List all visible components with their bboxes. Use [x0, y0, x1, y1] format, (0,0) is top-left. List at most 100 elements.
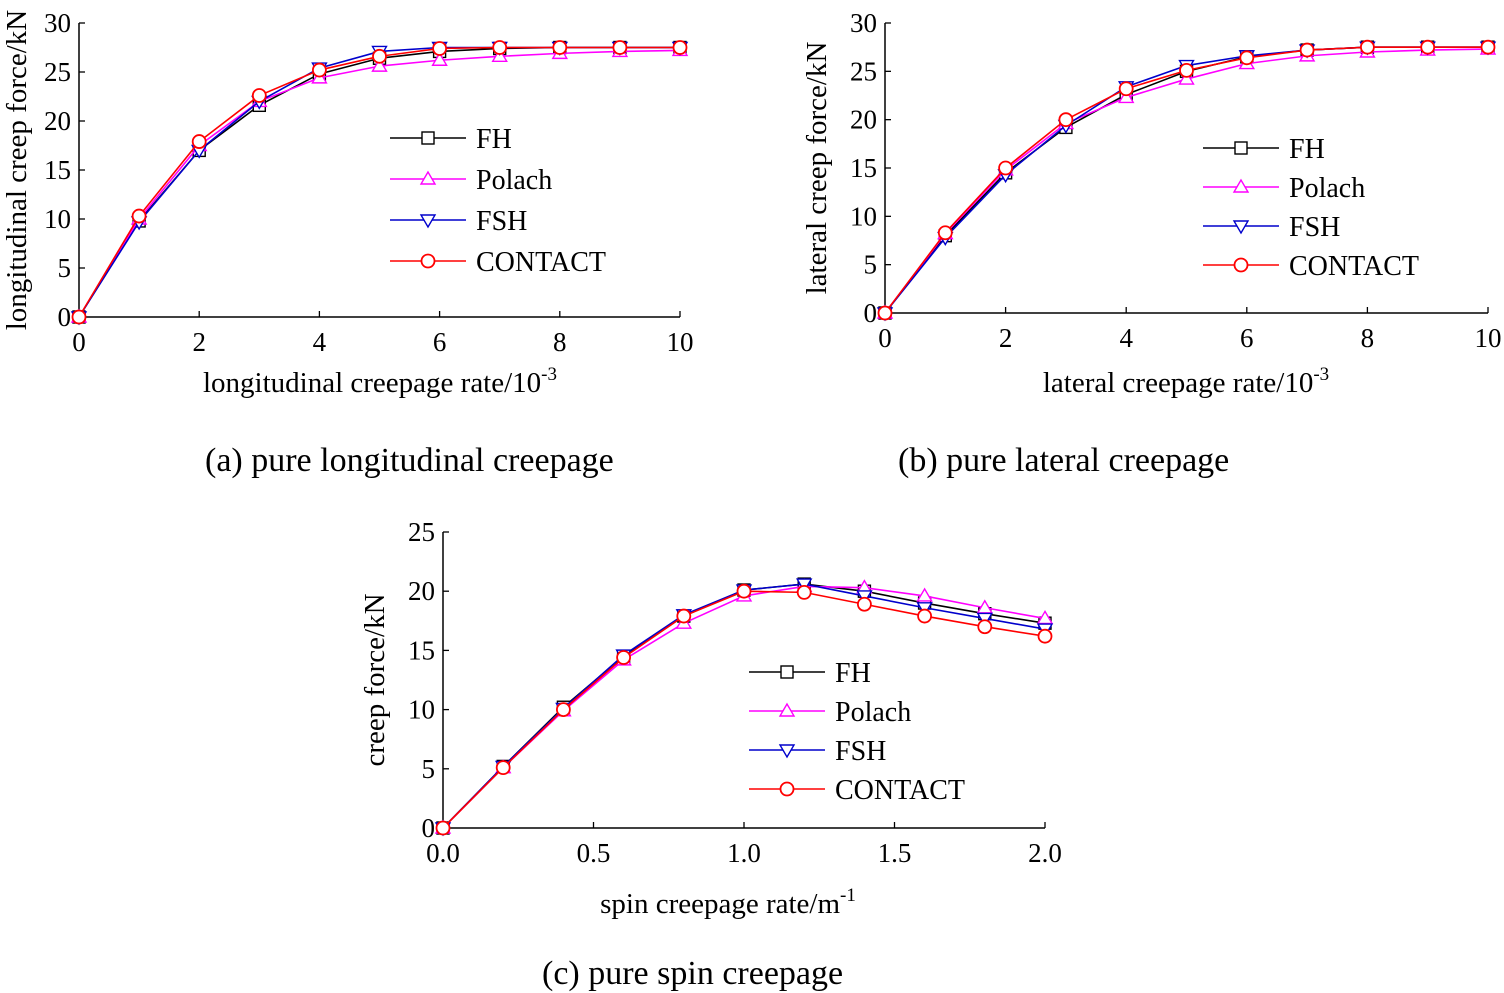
legend-item-fh: FH — [390, 124, 512, 155]
data-point — [1179, 62, 1194, 78]
legend-marker — [1234, 141, 1248, 155]
x-axis-label-exponent: -3 — [1313, 364, 1329, 385]
data-point — [1299, 42, 1315, 58]
data-point — [1239, 50, 1255, 66]
y-tick-label: 5 — [864, 250, 878, 280]
caption-a: (a) pure longitudinal creepage — [205, 442, 614, 479]
x-tick-label: 1.0 — [727, 838, 761, 868]
x-tick-label: 0.5 — [577, 838, 611, 868]
x-tick-label: 2 — [192, 327, 206, 357]
y-tick-label: 20 — [850, 105, 877, 135]
data-point — [1117, 89, 1135, 104]
x-tick-label: 6 — [433, 327, 447, 357]
y-tick-label: 0 — [58, 302, 72, 332]
legend-marker — [421, 131, 435, 145]
data-point — [736, 583, 752, 599]
y-tick-label: 5 — [58, 253, 72, 283]
data-point — [371, 57, 388, 72]
data-point — [552, 40, 568, 55]
series-contact — [877, 39, 1496, 321]
x-tick-label: 8 — [553, 327, 567, 357]
x-tick-label: 2 — [999, 323, 1013, 353]
legend-label: FH — [476, 124, 512, 155]
x-axis-label-exponent: -3 — [541, 364, 557, 385]
legend-item-contact: CONTACT — [749, 775, 965, 806]
data-point — [1178, 70, 1195, 85]
legend-label: FH — [835, 658, 871, 689]
data-point — [251, 88, 267, 103]
chart-1: 0 2 4 6 8 10 0 5 10 15 20 25 30 lateral creep force/k… — [801, 8, 1502, 399]
legend-label: Polach — [835, 697, 911, 728]
data-point — [71, 309, 87, 325]
legend-marker — [780, 665, 794, 679]
x-tick-label: 10 — [1475, 323, 1502, 353]
legend-item-fh: FH — [749, 658, 871, 689]
data-point — [977, 619, 993, 635]
y-tick-label: 0 — [864, 298, 878, 328]
legend-marker — [1233, 257, 1249, 273]
data-point — [937, 225, 953, 241]
legend-item-polach: Polach — [749, 697, 911, 728]
series-contact — [435, 583, 1053, 836]
y-tick-label: 25 — [408, 517, 435, 547]
data-point — [1118, 81, 1134, 97]
x-axis-label-text: longitudinal creepage rate/10 — [203, 367, 541, 399]
y-tick-label: 10 — [850, 201, 877, 231]
x-tick-label: 0.0 — [426, 838, 460, 868]
x-tick-label: 10 — [667, 327, 694, 357]
legend-item-fsh: FSH — [1203, 212, 1340, 243]
x-tick-label: 4 — [313, 327, 327, 357]
y-axis-label: creep force/kN — [359, 593, 391, 766]
y-tick-label: 20 — [408, 576, 435, 606]
legend-marker — [1232, 178, 1250, 193]
x-tick-label: 0 — [72, 327, 86, 357]
y-tick-label: 0 — [422, 813, 436, 843]
x-tick-label: 6 — [1240, 323, 1254, 353]
data-point — [191, 134, 207, 149]
data-point — [311, 62, 327, 78]
y-tick-label: 15 — [850, 153, 877, 183]
legend-marker — [778, 702, 796, 717]
legend-label: FSH — [1289, 212, 1340, 243]
data-point — [1360, 39, 1375, 55]
x-tick-label: 1.5 — [878, 838, 912, 868]
y-tick-label: 5 — [422, 754, 436, 784]
data-point — [672, 40, 688, 55]
data-point — [131, 208, 147, 224]
x-tick-label: 4 — [1119, 323, 1133, 353]
data-point — [435, 820, 451, 836]
legend-item-contact: CONTACT — [1203, 251, 1419, 282]
data-point — [877, 305, 893, 321]
series-fsh — [70, 41, 689, 326]
caption-b: (b) pure lateral creepage — [898, 442, 1230, 479]
data-point — [1037, 628, 1053, 644]
x-tick-label: 2.0 — [1028, 838, 1062, 868]
legend-item-polach: Polach — [390, 165, 552, 196]
y-tick-label: 10 — [44, 204, 71, 234]
legend-item-contact: CONTACT — [390, 247, 606, 278]
data-point — [372, 48, 387, 64]
data-point — [431, 51, 448, 66]
legend-marker — [419, 170, 437, 185]
data-point — [917, 608, 932, 624]
legend-item-fsh: FSH — [390, 206, 527, 237]
data-point — [1420, 39, 1436, 55]
legend-label: Polach — [476, 165, 552, 196]
data-point — [796, 584, 812, 600]
y-tick-label: 25 — [850, 56, 877, 86]
legend-label: FSH — [476, 206, 527, 237]
legend-marker — [1232, 220, 1250, 235]
legend-label: FH — [1289, 134, 1325, 165]
legend-label: CONTACT — [476, 247, 606, 278]
x-axis-label: lateral creepage rate/10-3 — [1043, 364, 1329, 399]
legend-label: FSH — [835, 736, 886, 767]
data-point — [857, 596, 872, 612]
data-point — [495, 760, 511, 776]
data-point — [616, 650, 631, 665]
series-contact — [71, 40, 688, 325]
y-tick-label: 10 — [408, 695, 435, 725]
x-axis-label: spin creepage rate/m-1 — [600, 885, 856, 920]
caption-c: (c) pure spin creepage — [542, 955, 844, 992]
chart-0: 0 2 4 6 8 10 0 5 10 15 20 25 30 longitudinal creep fo… — [1, 8, 694, 399]
